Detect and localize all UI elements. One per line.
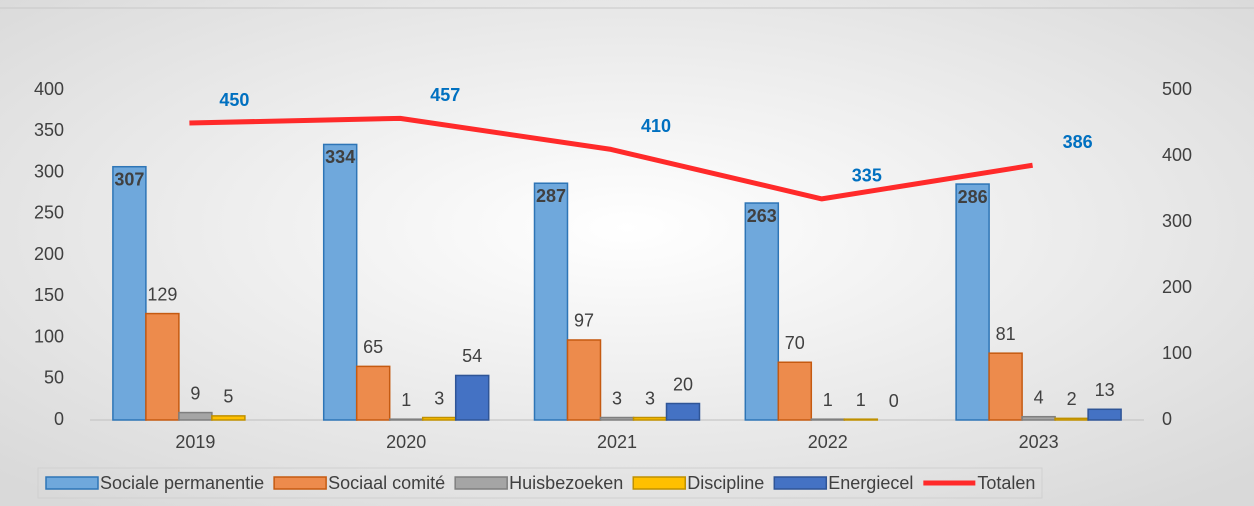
bar [322, 143, 358, 421]
bar-label: 5 [223, 387, 233, 407]
x-tick-label: 2019 [175, 432, 215, 452]
bar [955, 183, 990, 421]
line [189, 115, 1033, 202]
x-tick-label: 2022 [808, 432, 848, 452]
bar-label: 1 [823, 390, 833, 410]
bar-label: 81 [996, 324, 1016, 344]
legend-symbol [45, 476, 99, 490]
y2-tick-label: 200 [1162, 277, 1192, 297]
bar-label: 4 [1034, 387, 1044, 407]
legend-symbol [632, 476, 686, 490]
bar [454, 374, 490, 421]
legend-label: Sociale permanentie [100, 473, 264, 493]
y-tick-label: 300 [34, 161, 64, 181]
bar [533, 182, 569, 421]
line-label: 386 [1063, 132, 1093, 152]
y-tick-label: 350 [34, 120, 64, 140]
bar [388, 418, 424, 421]
legend-label: Discipline [687, 473, 764, 493]
y-tick-label: 50 [44, 368, 64, 388]
legend-symbol [773, 476, 828, 490]
bar [421, 416, 457, 421]
y-tick-label: 200 [34, 244, 64, 264]
bar-label: 65 [363, 337, 383, 357]
bar [777, 361, 813, 421]
bar [1021, 415, 1056, 421]
line-label: 450 [219, 90, 249, 110]
bar-label: 1 [401, 390, 411, 410]
bar [843, 418, 879, 421]
bar [810, 418, 846, 421]
bar-label: 1 [856, 390, 866, 410]
bar-label: 3 [434, 388, 444, 408]
y-tick-label: 250 [34, 203, 64, 223]
bar [988, 352, 1023, 421]
bar-label: 286 [958, 187, 988, 207]
bar-label: 129 [147, 284, 177, 304]
bar [599, 416, 635, 421]
x-tick-label: 2021 [597, 432, 637, 452]
bar [1087, 408, 1122, 421]
bar [112, 165, 147, 421]
bar-label: 307 [114, 169, 144, 189]
legend-label: Energiecel [828, 473, 913, 493]
bar-label: 334 [325, 147, 355, 167]
y2-tick-label: 500 [1162, 79, 1192, 99]
y2-tick-label: 400 [1162, 145, 1192, 165]
line-label: 410 [641, 116, 671, 136]
bar-label: 3 [645, 388, 655, 408]
bar-label: 2 [1067, 389, 1077, 409]
y2-tick-label: 300 [1162, 211, 1192, 231]
bar [145, 312, 180, 421]
legend-label: Totalen [977, 473, 1035, 493]
bar [211, 415, 246, 421]
bar [665, 402, 701, 421]
legend-symbol [454, 476, 508, 490]
bar [744, 202, 780, 421]
line-label: 457 [430, 85, 460, 105]
y2-tick-label: 0 [1162, 409, 1172, 429]
bar [1054, 417, 1089, 421]
bar-label: 9 [190, 383, 200, 403]
bar-label: 0 [889, 391, 899, 411]
y-tick-label: 400 [34, 79, 64, 99]
bar-label: 263 [747, 206, 777, 226]
y-tick-label: 100 [34, 326, 64, 346]
bar-label: 20 [673, 374, 693, 394]
bar-label: 54 [462, 346, 482, 366]
x-tick-label: 2020 [386, 432, 426, 452]
line-label: 335 [852, 166, 882, 186]
bar-label: 13 [1095, 380, 1115, 400]
legend-symbol [273, 476, 327, 490]
bar [178, 411, 213, 421]
y2-tick-label: 100 [1162, 343, 1192, 363]
x-tick-label: 2023 [1019, 432, 1059, 452]
bar [632, 416, 668, 421]
legend-box [37, 467, 1043, 499]
bar-label: 287 [536, 186, 566, 206]
bar [566, 339, 602, 421]
legend-label: Huisbezoeken [509, 473, 623, 493]
y-tick-label: 0 [54, 409, 64, 429]
bar-label: 97 [574, 311, 594, 331]
bar-label: 3 [612, 388, 622, 408]
bar [355, 365, 391, 421]
y-tick-label: 150 [34, 285, 64, 305]
bar-label: 70 [785, 333, 805, 353]
legend-label: Sociaal comité [328, 473, 445, 493]
